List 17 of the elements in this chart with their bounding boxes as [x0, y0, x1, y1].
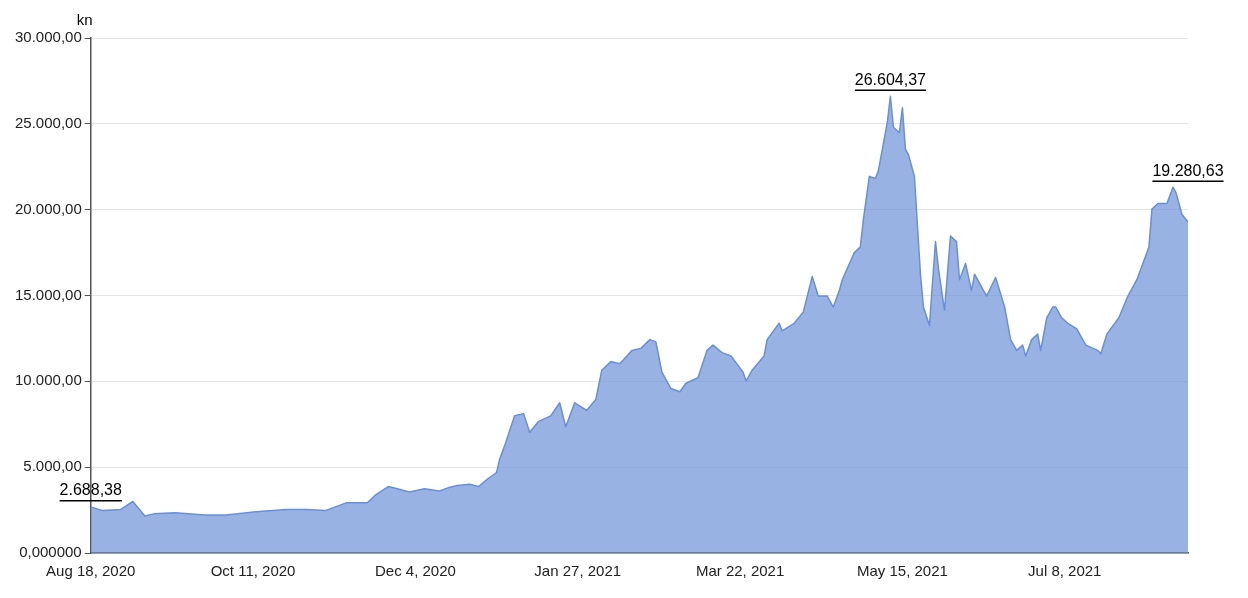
- annotation: 26.604,37: [854, 70, 927, 88]
- y-tick-label: 10.000,00: [15, 371, 82, 389]
- x-tick-label: Mar 22, 2021: [695, 562, 785, 580]
- y-tick-label: 0,000000: [19, 543, 82, 561]
- x-tick-label: May 15, 2021: [856, 562, 948, 580]
- annotation: 19.280,63: [1152, 161, 1224, 179]
- y-tick-label: 5.000,00: [23, 457, 82, 475]
- y-tick-label: 30.000,00: [15, 28, 82, 46]
- y-tick-label: 25.000,00: [15, 113, 82, 131]
- x-tick-label: Jan 27, 2021: [534, 562, 622, 580]
- y-axis-title: kn: [76, 10, 93, 28]
- x-tick-label: Oct 11, 2020: [210, 562, 296, 580]
- x-tick-label: Jul 8, 2021: [1028, 562, 1102, 580]
- x-tick-label: Aug 18, 2020: [46, 562, 136, 580]
- y-tick-label: 20.000,00: [15, 199, 82, 217]
- y-tick-label: 15.000,00: [15, 285, 82, 303]
- x-tick-label: Dec 4, 2020: [374, 562, 456, 580]
